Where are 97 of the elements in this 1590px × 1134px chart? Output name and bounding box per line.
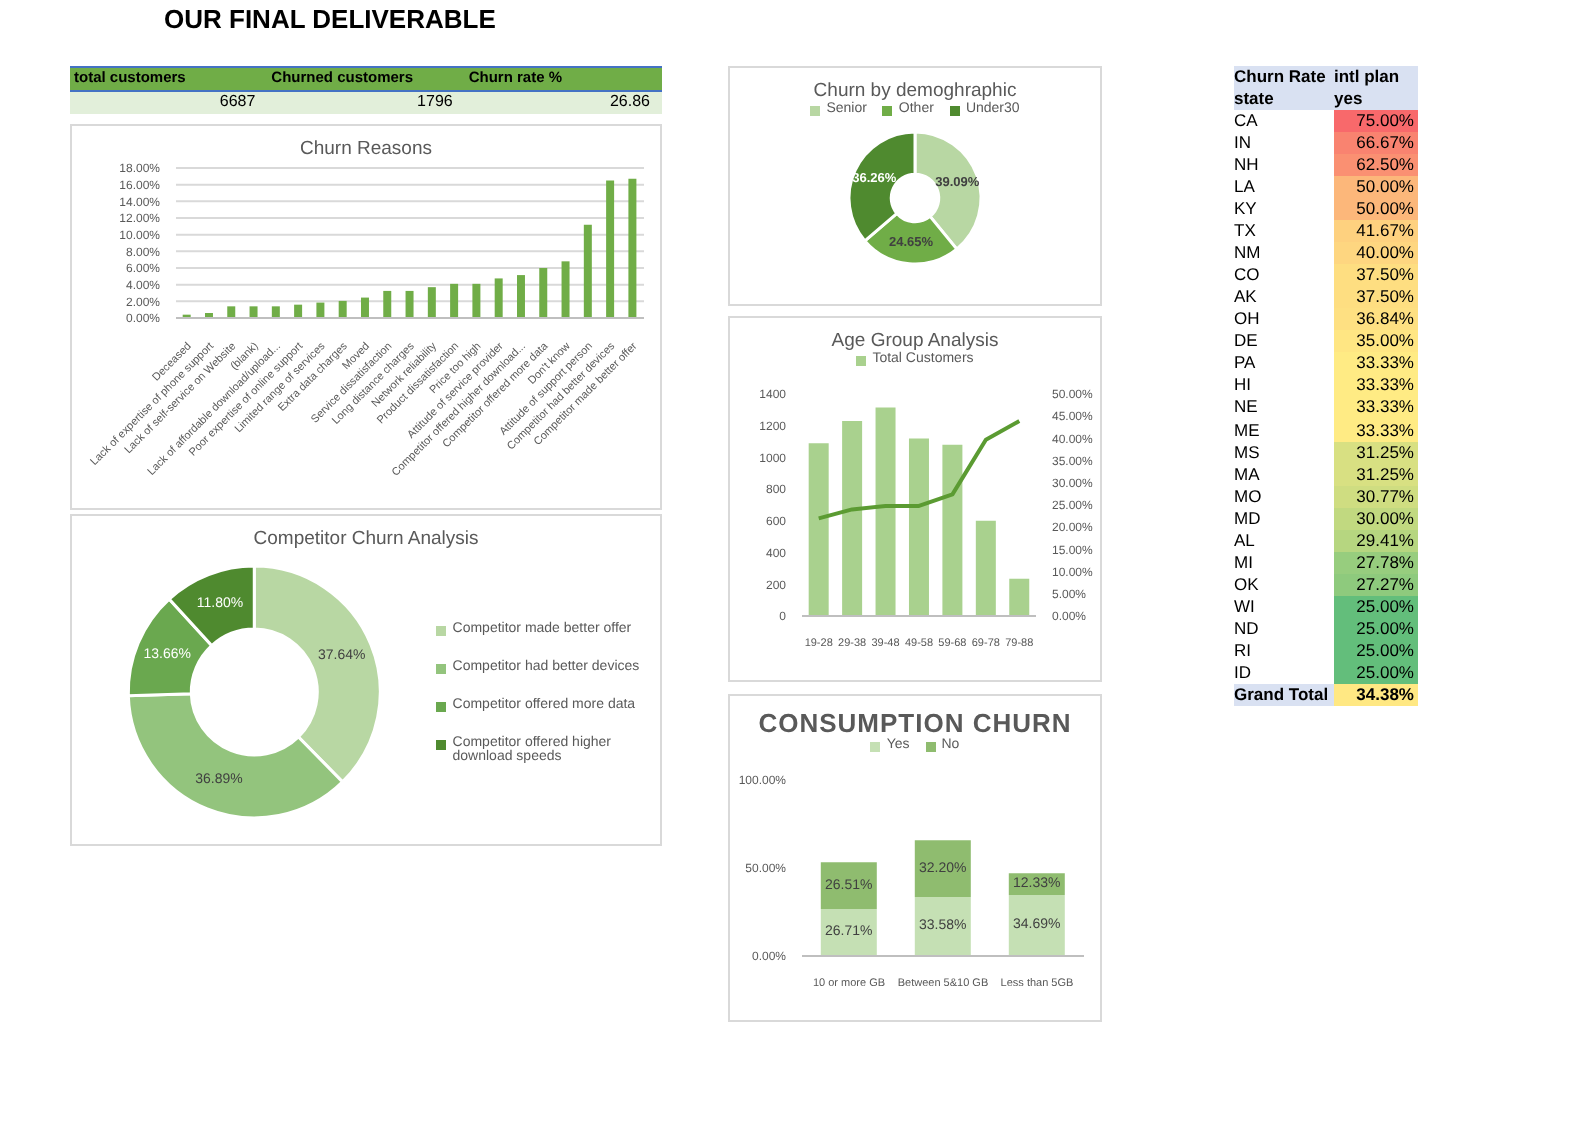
y-tick-label: LA [1234,176,1257,199]
y-tick-label: TX [1234,220,1258,243]
y-tick-label: OK [1234,573,1261,596]
y-axis-title: state [1234,88,1276,111]
bar [494,278,503,318]
data-label: 31.25% [1334,463,1418,486]
y-tick-label: HI [1234,374,1253,397]
data-label: 50.00% [1334,198,1418,221]
y-tick-label: MA [1234,463,1262,486]
bar [450,283,459,318]
y-tick-label: AK [1234,286,1259,309]
data-label: 27.78% [1334,551,1418,574]
text: 26.86 [607,92,653,114]
line-series [816,419,1022,521]
y-tick-label: CA [1234,110,1260,133]
y-tick-label: ID [1234,661,1253,684]
data-label: 30.77% [1334,485,1418,508]
bar [271,306,280,318]
bar [842,420,863,616]
bar [472,283,481,318]
data-label: 27.27% [1334,573,1418,596]
y-tick-label: MI [1234,551,1255,574]
bar [338,300,347,318]
y-tick-label: OH [1234,308,1262,331]
bar [539,268,548,318]
bar [516,275,525,318]
data-label: 29.41% [1334,529,1418,552]
y-tick-label: IN [1234,132,1253,155]
bar [427,287,436,318]
bar [316,302,325,318]
chart-title: Churn Rate [1234,66,1328,89]
bar [808,443,829,616]
data-label: 25.00% [1334,595,1418,618]
bar [249,306,258,318]
y-tick-label: MS [1234,441,1262,464]
y-tick-label: PA [1234,352,1258,375]
y-tick-label: RI [1234,639,1253,662]
bar [1009,578,1030,616]
data-label: 33.33% [1334,352,1418,375]
y-tick-label: NM [1234,242,1263,265]
bar [628,178,637,318]
text: OUR FINAL DELIVERABLE [164,4,496,34]
data-label: 34.38% [1334,683,1418,706]
data-label: 75.00% [1334,110,1418,133]
bar [561,261,570,318]
bar [820,862,877,909]
y-tick-label: MD [1234,507,1263,530]
y-tick-label: NE [1234,396,1260,419]
data-label: 40.00% [1334,242,1418,265]
bar [405,290,414,318]
data-label: 37.50% [1334,264,1418,287]
y-tick-label: DE [1234,330,1260,353]
y-tick-label: KY [1234,198,1259,221]
bar [975,520,996,616]
bar [383,290,392,318]
text: 1796 [415,92,455,114]
y-tick-label: AL [1234,529,1257,552]
bar [908,438,929,616]
bar [914,840,971,897]
data-label: 66.67% [1334,132,1418,155]
bar [606,180,615,318]
data-label: 37.50% [1334,286,1418,309]
y-tick-label: MO [1234,485,1264,508]
y-tick-label: Grand Total [1234,683,1331,706]
data-label: 33.33% [1334,419,1418,442]
y-tick-label: WI [1234,595,1257,618]
text: 6687 [217,92,258,114]
data-label: 33.33% [1334,374,1418,397]
data-label: 50.00% [1334,176,1418,199]
y-tick-label: ME [1234,419,1262,442]
bar [583,224,592,318]
chart-title: CONSUMPTION CHURN [756,706,1074,738]
bar [875,407,896,616]
legend-title: intl plan [1334,66,1402,89]
chart-title: Age Group Analysis [829,328,1001,352]
data-label: 25.00% [1334,661,1418,684]
data-label: 25.00% [1334,639,1418,662]
bar [942,444,963,616]
data-label: 62.50% [1334,154,1418,177]
chart-title: Competitor Churn Analysis [251,526,481,550]
bar [1008,894,1065,956]
bar [294,304,303,318]
data-label: 30.00% [1334,507,1418,530]
data-label: 41.67% [1334,220,1418,243]
x-tick-label: yes [1334,88,1365,111]
y-tick-label: ND [1234,617,1261,640]
data-label: 36.84% [1334,308,1418,331]
y-tick-label: NH [1234,154,1261,177]
data-label: 35.00% [1334,330,1418,353]
bar [227,306,236,318]
data-label: 31.25% [1334,441,1418,464]
chart-title: Churn Reasons [297,136,434,160]
bar [360,297,369,318]
data-label: 25.00% [1334,617,1418,640]
data-label: 33.33% [1334,396,1418,419]
y-tick-label: CO [1234,264,1262,287]
chart-title: Churn by demoghraphic [811,78,1017,102]
